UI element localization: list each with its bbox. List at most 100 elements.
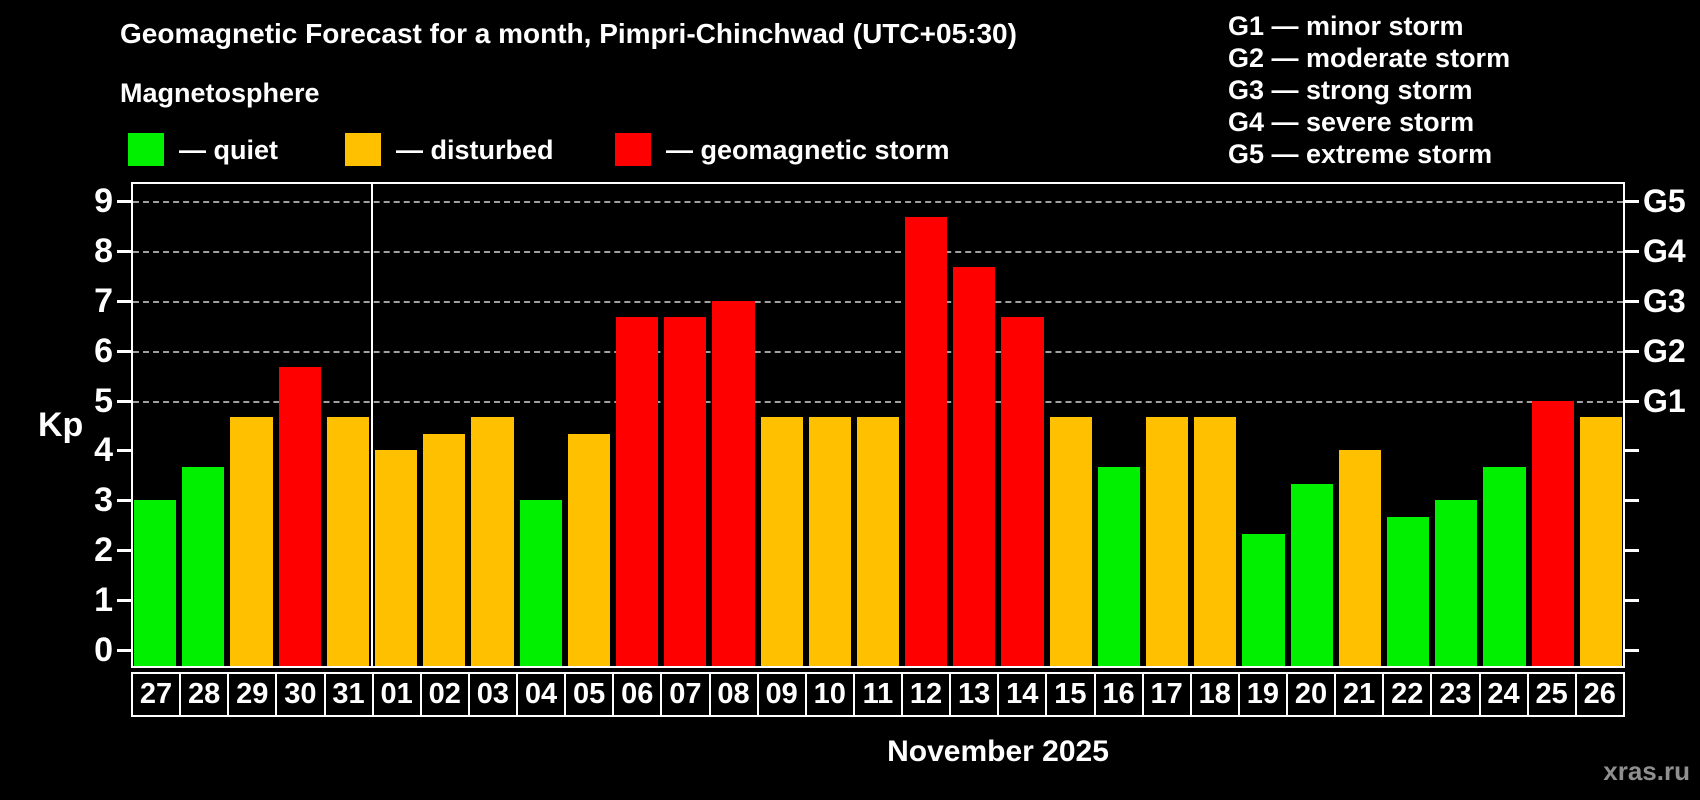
left-tick-kp-7 [117, 299, 131, 303]
g-tick-label-G4: G4 [1643, 232, 1686, 269]
y-tick-label-6: 6 [94, 331, 113, 370]
gridline-kp-7 [133, 300, 1623, 303]
plot-area [131, 182, 1625, 668]
g-tick-label-G2: G2 [1643, 332, 1686, 369]
left-tick-kp-3 [117, 499, 131, 503]
day-label-cell-12: 12 [901, 672, 952, 717]
day-label-cell-10: 10 [804, 672, 855, 717]
kp-bar-day-21 [1338, 450, 1382, 666]
kp-bar-day-28 [182, 466, 225, 666]
y-axis-title: Kp [38, 406, 84, 444]
watermark: xras.ru [1603, 756, 1690, 786]
kp-bar-day-02 [423, 433, 466, 666]
day-label-cell-01: 01 [371, 672, 422, 717]
g3-legend-line: G3 — strong storm [1228, 75, 1473, 105]
kp-bar-day-10 [808, 416, 851, 666]
kp-bar-day-11 [856, 416, 900, 666]
kp-bar-day-03 [471, 416, 514, 666]
left-tick-kp-4 [117, 449, 131, 453]
day-label-cell-26: 26 [1574, 672, 1625, 717]
left-tick-kp-1 [117, 599, 131, 603]
day-label-cell-04: 04 [516, 672, 567, 717]
right-tick-kp-4 [1625, 449, 1639, 453]
kp-bar-day-26 [1579, 416, 1622, 666]
left-tick-kp-9 [117, 199, 131, 203]
kp-bar-day-29 [230, 416, 273, 666]
kp-bar-day-27 [134, 500, 177, 666]
kp-bar-day-12 [905, 217, 948, 666]
day-label-cell-24: 24 [1478, 672, 1529, 717]
month-separator-line [370, 184, 373, 666]
kp-bar-day-23 [1435, 500, 1478, 666]
left-tick-kp-6 [117, 349, 131, 353]
gridline-kp-8 [133, 250, 1623, 253]
gridline-kp-6 [133, 350, 1623, 353]
day-label-cell-25: 25 [1526, 672, 1577, 717]
kp-bar-day-05 [567, 433, 610, 666]
gridline-kp-9 [133, 200, 1623, 203]
left-tick-kp-5 [117, 399, 131, 403]
day-label-cell-09: 09 [756, 672, 807, 717]
day-label-cell-29: 29 [227, 672, 278, 717]
day-label-cell-28: 28 [179, 672, 230, 717]
kp-bar-day-09 [760, 416, 803, 666]
y-tick-label-9: 9 [94, 181, 113, 220]
chart-subtitle: Magnetosphere [120, 78, 320, 108]
left-tick-kp-8 [117, 249, 131, 253]
kp-bar-day-08 [712, 300, 755, 666]
day-label-cell-19: 19 [1237, 672, 1288, 717]
day-label-cell-05: 05 [564, 672, 615, 717]
g-scale-legend: G1 — minor storm G2 — moderate storm G3 … [1228, 10, 1510, 170]
chart-title: Geomagnetic Forecast for a month, Pimpri… [120, 18, 1017, 49]
y-tick-label-3: 3 [94, 481, 113, 520]
day-label-cell-07: 07 [660, 672, 711, 717]
kp-bar-day-25 [1531, 400, 1574, 666]
day-label-cell-20: 20 [1286, 672, 1337, 717]
day-label-cell-22: 22 [1382, 672, 1433, 717]
day-label-cell-27: 27 [131, 672, 182, 717]
g-tick-label-G3: G3 [1643, 282, 1686, 319]
g2-legend-line: G2 — moderate storm [1228, 43, 1511, 73]
x-axis-title: November 2025 [887, 735, 1109, 768]
left-tick-kp-2 [117, 549, 131, 553]
day-label-cell-14: 14 [997, 672, 1048, 717]
day-label-cell-13: 13 [949, 672, 1000, 717]
kp-bar-day-24 [1483, 466, 1526, 666]
kp-bar-day-31 [326, 416, 369, 666]
disturbed-swatch-icon [345, 133, 381, 166]
y-tick-label-0: 0 [94, 631, 113, 669]
kp-bar-day-19 [1242, 533, 1285, 666]
kp-bar-day-16 [1097, 466, 1141, 666]
day-label-cell-02: 02 [419, 672, 470, 717]
day-label-cell-15: 15 [1045, 672, 1096, 717]
storm-swatch-icon [615, 133, 651, 166]
day-label-cell-30: 30 [275, 672, 326, 717]
disturbed-legend-label: — disturbed [396, 135, 554, 165]
kp-bar-day-06 [615, 317, 659, 666]
day-label-cell-03: 03 [467, 672, 518, 717]
y-tick-label-5: 5 [94, 381, 113, 420]
quiet-swatch-icon [128, 133, 164, 166]
kp-bar-day-13 [953, 267, 996, 666]
day-label-cell-17: 17 [1141, 672, 1192, 717]
y-tick-label-4: 4 [94, 431, 113, 470]
right-tick-kp-0 [1625, 649, 1639, 652]
kp-bar-day-18 [1194, 416, 1237, 666]
day-label-cell-31: 31 [323, 672, 374, 717]
right-tick-kp-6 [1625, 349, 1639, 353]
day-label-cell-06: 06 [612, 672, 663, 717]
y-tick-label-7: 7 [94, 281, 113, 320]
kp-bar-day-15 [1049, 416, 1092, 666]
kp-bar-day-01 [374, 450, 418, 666]
kp-bar-day-14 [1001, 317, 1044, 666]
x-axis-day-row: 27 28 29 30 31 01 02 03 04 05 06 07 08 09 10 11 12 13 14 15… [131, 672, 1625, 717]
g5-legend-line: G5 — extreme storm [1228, 139, 1493, 169]
quiet-legend-label: — quiet [179, 135, 278, 165]
right-tick-kp-5 [1625, 399, 1639, 403]
day-label-cell-08: 08 [708, 672, 759, 717]
g1-legend-line: G1 — minor storm [1228, 11, 1464, 41]
day-label-cell-18: 18 [1189, 672, 1240, 717]
kp-bar-day-17 [1146, 416, 1189, 666]
storm-legend-label: — geomagnetic storm [666, 135, 950, 165]
